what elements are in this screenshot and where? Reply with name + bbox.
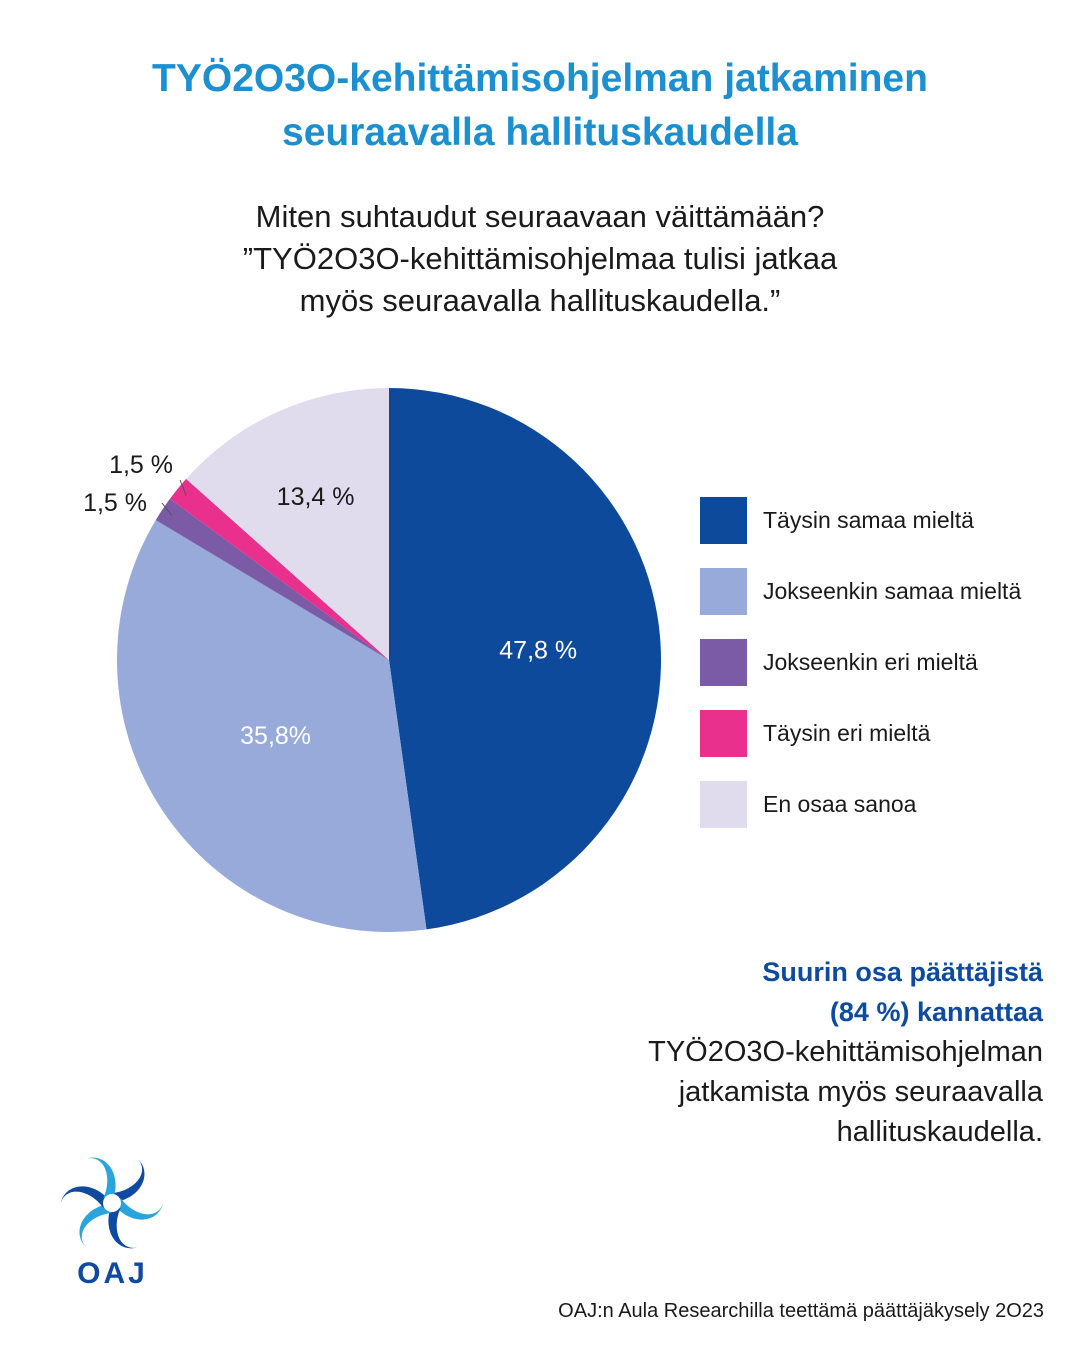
pie-chart: 47,8 % 35,8% 1,5 % 1,5 % 13,4 %: [83, 388, 662, 933]
slice-label: 47,8 %: [499, 637, 577, 665]
chart-title: TYÖ2O3O-kehittämisohjelman jatkaminen se…: [0, 52, 1080, 160]
key-finding: Suurin osa päättäjistä (84 %) kannattaa …: [483, 952, 1043, 1152]
pie-slice: [169, 478, 389, 660]
key-finding-highlight: Suurin osa päättäjistä (84 %) kannattaa: [483, 952, 1043, 1032]
legend-swatch: [700, 497, 747, 544]
title-line: TYÖ2O3O-kehittämisohjelman jatkaminen: [152, 57, 928, 100]
legend-label: Täysin eri mieltä: [763, 720, 931, 746]
legend-swatch: [700, 639, 747, 686]
oaj-logo-icon: [60, 1157, 164, 1249]
logo-petal: [112, 1159, 145, 1201]
title-line: seuraavalla hallituskaudella: [282, 111, 798, 154]
oaj-logo: OAJ: [60, 1155, 165, 1291]
logo-petal: [60, 1186, 107, 1208]
slice-label: 1,5 %: [109, 451, 173, 479]
slice-label: 1,5 %: [83, 489, 147, 517]
highlight-line: Suurin osa päättäjistä: [762, 957, 1043, 987]
legend-swatch: [700, 781, 747, 828]
pie-slice: [389, 388, 662, 930]
question-line: ”TYÖ2O3O-kehittämisohjelmaa tulisi jatka…: [242, 241, 838, 276]
pie-slice: [186, 388, 389, 660]
slice-label: 35,8%: [240, 722, 311, 750]
legend-swatch: [700, 568, 747, 615]
legend-label: Jokseenkin samaa mieltä: [763, 578, 1022, 604]
highlight-line: (84 %) kannattaa: [829, 997, 1043, 1027]
pie-slice: [116, 520, 427, 933]
leader-line: [161, 502, 173, 516]
legend-label: Jokseenkin eri mieltä: [763, 649, 978, 675]
logo-petal: [79, 1205, 112, 1247]
source-note: OAJ:n Aula Researchilla teettämä päättäj…: [558, 1300, 1044, 1322]
slice-labels: 47,8 % 35,8% 1,5 % 1,5 % 13,4 %: [83, 451, 577, 750]
finding-line: jatkamista myös seuraavalla: [678, 1076, 1043, 1108]
finding-line: hallituskaudella.: [836, 1116, 1043, 1148]
key-finding-text: TYÖ2O3O-kehittämisohjelman jatkamista my…: [483, 1032, 1043, 1152]
logo-petal: [86, 1157, 116, 1198]
slice-label: 13,4 %: [277, 483, 355, 511]
question-line: Miten suhtaudut seuraavaan väittämään?: [255, 199, 825, 234]
legend-label: En osaa sanoa: [763, 791, 917, 817]
logo-text: OAJ: [77, 1257, 148, 1290]
leader-line: [179, 479, 187, 496]
finding-line: TYÖ2O3O-kehittämisohjelman: [648, 1036, 1043, 1068]
pie-slice: [155, 498, 389, 660]
logo-petal: [108, 1208, 138, 1249]
pie-slices: [116, 388, 662, 933]
survey-question: Miten suhtaudut seuraavaan väittämään? ”…: [0, 196, 1080, 322]
leader-lines: [161, 479, 187, 516]
legend-swatch: [700, 710, 747, 757]
question-line: myös seuraavalla hallituskaudella.”: [299, 283, 781, 318]
logo-petal: [117, 1198, 164, 1220]
legend-label: Täysin samaa mieltä: [763, 507, 974, 533]
